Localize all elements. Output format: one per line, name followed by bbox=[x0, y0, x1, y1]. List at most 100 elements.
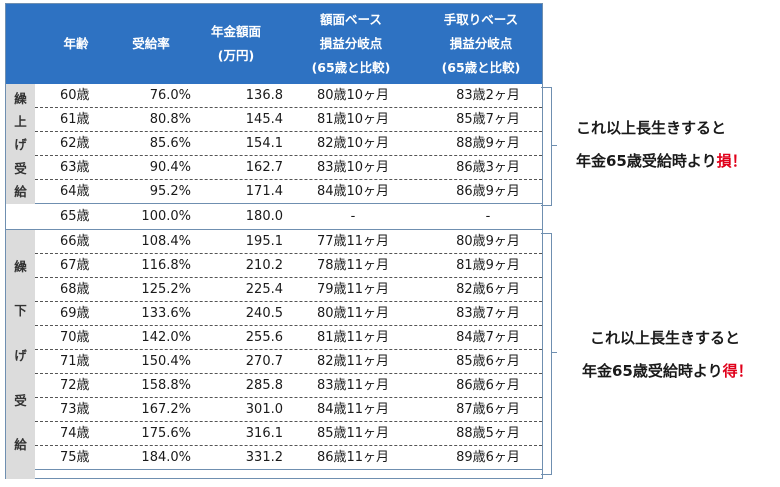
gain-note-accent: 得！ bbox=[722, 362, 753, 380]
row-rate: 85.6% bbox=[149, 136, 191, 151]
row-age: 72歳 bbox=[60, 378, 90, 393]
row-rate: 100.0% bbox=[141, 209, 191, 224]
table-row: 60歳 76.0% 136.8 80歳10ヶ月 83歳2ヶ月 bbox=[35, 84, 542, 108]
row-net-breakeven: 86歳6ヶ月 bbox=[456, 378, 520, 393]
header-age: 年齢 bbox=[63, 36, 89, 51]
row-age: 75歳 bbox=[60, 450, 90, 465]
table-header: 年齢 受給率 年金額面 (万円) 額面ベース 損益分岐点 (65歳と比較) 手取… bbox=[6, 4, 542, 84]
row-rate: 184.0% bbox=[141, 450, 191, 465]
row-age: 62歳 bbox=[60, 136, 90, 151]
header-net-breakeven: 手取りベース 損益分岐点 (65歳と比較) bbox=[441, 12, 521, 75]
row-rate: 95.2% bbox=[149, 184, 191, 199]
row-net-breakeven: 87歳6ヶ月 bbox=[456, 402, 520, 417]
group-late-char: 受 bbox=[14, 392, 27, 408]
row-net-breakeven: - bbox=[485, 209, 491, 224]
pension-table: 年齢 受給率 年金額面 (万円) 額面ベース 損益分岐点 (65歳と比較) 手取… bbox=[5, 3, 543, 479]
row-age: 61歳 bbox=[60, 112, 90, 127]
group-early-char: 給 bbox=[14, 183, 27, 199]
row-face-breakeven: 85歳11ヶ月 bbox=[316, 426, 390, 441]
table-row: 70歳 142.0% 255.6 81歳11ヶ月 84歳7ヶ月 bbox=[35, 326, 542, 350]
table-row: 62歳 85.6% 154.1 82歳10ヶ月 88歳9ヶ月 bbox=[35, 132, 542, 156]
row-face-breakeven: - bbox=[350, 209, 356, 224]
loss-note-prefix: 年金65歳受給時より bbox=[576, 152, 717, 170]
row-age: 73歳 bbox=[60, 402, 90, 417]
row-age: 68歳 bbox=[60, 282, 90, 297]
row-net-breakeven: 85歳6ヶ月 bbox=[456, 354, 520, 369]
row-face-breakeven: 86歳11ヶ月 bbox=[316, 450, 390, 465]
table-row: 73歳 167.2% 301.0 84歳11ヶ月 87歳6ヶ月 bbox=[35, 398, 542, 422]
row-age: 74歳 bbox=[60, 426, 90, 441]
row-age: 71歳 bbox=[60, 354, 90, 369]
row-net-breakeven: 89歳6ヶ月 bbox=[456, 450, 520, 465]
group-early-char: 受 bbox=[14, 160, 27, 176]
row-face-breakeven: 81歳11ヶ月 bbox=[316, 330, 390, 345]
row-rate: 142.0% bbox=[141, 330, 191, 345]
table-row: 75歳 184.0% 331.2 86歳11ヶ月 89歳6ヶ月 bbox=[35, 446, 542, 470]
row-face-breakeven: 77歳11ヶ月 bbox=[316, 234, 390, 249]
bracket-early bbox=[541, 87, 552, 206]
row-net-breakeven: 83歳7ヶ月 bbox=[456, 306, 520, 321]
row-amount: 285.8 bbox=[245, 378, 283, 393]
row-amount: 210.2 bbox=[245, 258, 283, 273]
gain-note-line1: これ以上長生きすると bbox=[590, 329, 741, 347]
gain-note-prefix: 年金65歳受給時より bbox=[582, 362, 723, 380]
loss-note-accent: 損！ bbox=[716, 152, 747, 170]
row-net-breakeven: 80歳9ヶ月 bbox=[456, 234, 520, 249]
row-age: 60歳 bbox=[60, 88, 90, 103]
group-late-char: 下 bbox=[14, 303, 27, 319]
loss-note-line2: 年金65歳受給時より損！ bbox=[576, 150, 747, 171]
row-age: 69歳 bbox=[60, 306, 90, 321]
row-rate: 150.4% bbox=[141, 354, 191, 369]
row-face-breakeven: 79歳11ヶ月 bbox=[316, 282, 390, 297]
row-net-breakeven: 88歳5ヶ月 bbox=[456, 426, 520, 441]
row-age: 65歳 bbox=[60, 209, 90, 224]
row-net-breakeven: 81歳9ヶ月 bbox=[456, 258, 520, 273]
loss-note-line1: これ以上長生きすると bbox=[576, 119, 727, 137]
table-row: 66歳 108.4% 195.1 77歳11ヶ月 80歳9ヶ月 bbox=[35, 230, 542, 254]
row-amount: 180.0 bbox=[245, 209, 283, 224]
row-face-breakeven: 80歳11ヶ月 bbox=[316, 306, 390, 321]
row-rate: 133.6% bbox=[141, 306, 191, 321]
row-face-breakeven: 84歳11ヶ月 bbox=[316, 402, 390, 417]
row-amount: 154.1 bbox=[245, 136, 283, 151]
table-row: 65歳 100.0% 180.0 - - bbox=[6, 204, 542, 230]
row-age: 70歳 bbox=[60, 330, 90, 345]
table-row: 63歳 90.4% 162.7 83歳10ヶ月 86歳3ヶ月 bbox=[35, 156, 542, 180]
row-age: 66歳 bbox=[60, 234, 90, 249]
row-amount: 225.4 bbox=[245, 282, 283, 297]
row-net-breakeven: 86歳3ヶ月 bbox=[456, 160, 520, 175]
row-rate: 158.8% bbox=[141, 378, 191, 393]
group-late-char: 給 bbox=[14, 437, 27, 453]
row-face-breakeven: 80歳10ヶ月 bbox=[316, 88, 390, 103]
bracket-late-notch bbox=[551, 352, 557, 353]
table-row: 71歳 150.4% 270.7 82歳11ヶ月 85歳6ヶ月 bbox=[35, 350, 542, 374]
row-rate: 125.2% bbox=[141, 282, 191, 297]
row-rate: 175.6% bbox=[141, 426, 191, 441]
row-net-breakeven: 85歳7ヶ月 bbox=[456, 112, 520, 127]
table-row: 74歳 175.6% 316.1 85歳11ヶ月 88歳5ヶ月 bbox=[35, 422, 542, 446]
row-amount: 171.4 bbox=[245, 184, 283, 199]
row-amount: 240.5 bbox=[245, 306, 283, 321]
row-net-breakeven: 88歳9ヶ月 bbox=[456, 136, 520, 151]
group-early-char: 上 bbox=[14, 114, 27, 130]
row-amount: 255.6 bbox=[245, 330, 283, 345]
table-row: 69歳 133.6% 240.5 80歳11ヶ月 83歳7ヶ月 bbox=[35, 302, 542, 326]
row-face-breakeven: 83歳10ヶ月 bbox=[316, 160, 390, 175]
bracket-late bbox=[541, 233, 552, 475]
row-rate: 167.2% bbox=[141, 402, 191, 417]
header-rate: 受給率 bbox=[132, 36, 170, 51]
table-row: 61歳 80.8% 145.4 81歳10ヶ月 85歳7ヶ月 bbox=[35, 108, 542, 132]
row-face-breakeven: 78歳11ヶ月 bbox=[316, 258, 390, 273]
row-net-breakeven: 82歳6ヶ月 bbox=[456, 282, 520, 297]
row-rate: 76.0% bbox=[149, 88, 191, 103]
row-amount: 145.4 bbox=[245, 112, 283, 127]
table-row: 67歳 116.8% 210.2 78歳11ヶ月 81歳9ヶ月 bbox=[35, 254, 542, 278]
row-net-breakeven: 84歳7ヶ月 bbox=[456, 330, 520, 345]
table-row: 68歳 125.2% 225.4 79歳11ヶ月 82歳6ヶ月 bbox=[35, 278, 542, 302]
row-age: 67歳 bbox=[60, 258, 90, 273]
row-face-breakeven: 82歳10ヶ月 bbox=[316, 136, 390, 151]
row-amount: 301.0 bbox=[245, 402, 283, 417]
group-early-char: げ bbox=[14, 137, 27, 153]
row-face-breakeven: 84歳10ヶ月 bbox=[316, 184, 390, 199]
row-net-breakeven: 86歳9ヶ月 bbox=[456, 184, 520, 199]
